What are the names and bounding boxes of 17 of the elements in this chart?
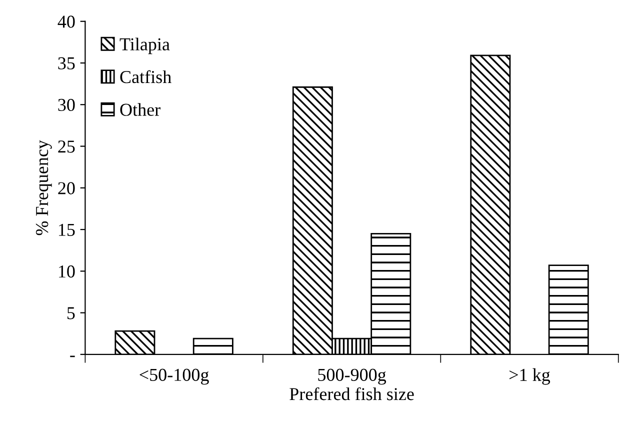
legend-label: Other: [120, 103, 160, 116]
legend-label: Tilapia: [120, 38, 170, 54]
y-tick-label: 10: [58, 265, 75, 278]
x-axis-title: Prefered fish size: [290, 387, 414, 400]
y-tick-label: 25: [58, 140, 75, 153]
y-tick-label: -: [70, 356, 75, 358]
x-tick-label: >1 kg: [510, 368, 550, 385]
y-tick-label: 5: [67, 307, 75, 320]
y-tick-label: 40: [58, 16, 75, 28]
y-tick-label: 35: [58, 57, 75, 70]
y-tick-label: 20: [58, 182, 75, 194]
legend-label: Catfish: [120, 70, 172, 84]
y-tick-label: 30: [58, 98, 75, 112]
x-tick-label: 500-900g: [318, 368, 386, 385]
y-tick-label: 15: [58, 224, 75, 236]
y-axis-title: % Frequency: [36, 140, 52, 236]
x-tick-label: <50-100g: [140, 368, 209, 385]
